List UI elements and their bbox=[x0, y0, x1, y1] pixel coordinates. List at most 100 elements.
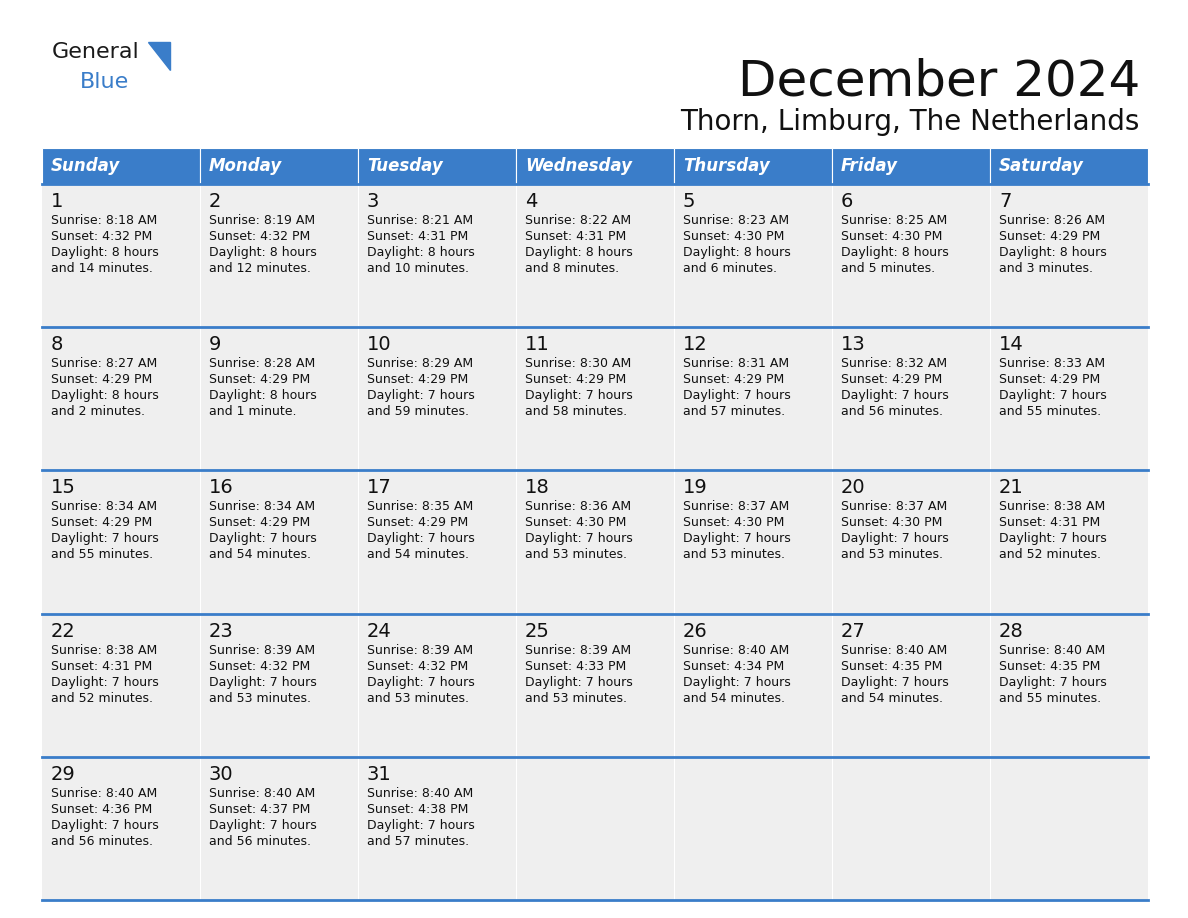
Text: 11: 11 bbox=[525, 335, 550, 354]
Bar bbox=[674, 470, 832, 613]
Text: Sunset: 4:30 PM: Sunset: 4:30 PM bbox=[683, 517, 784, 530]
Text: 8: 8 bbox=[51, 335, 63, 354]
Bar bbox=[516, 470, 674, 613]
Text: and 12 minutes.: and 12 minutes. bbox=[209, 262, 311, 275]
Bar bbox=[42, 756, 200, 900]
Text: 24: 24 bbox=[367, 621, 392, 641]
Text: Sunset: 4:29 PM: Sunset: 4:29 PM bbox=[367, 374, 468, 386]
Bar bbox=[832, 756, 990, 900]
Text: Sunrise: 8:40 AM: Sunrise: 8:40 AM bbox=[841, 644, 947, 656]
Text: 31: 31 bbox=[367, 765, 392, 784]
Bar bbox=[516, 756, 674, 900]
Text: Monday: Monday bbox=[209, 157, 283, 175]
Text: Sunset: 4:31 PM: Sunset: 4:31 PM bbox=[367, 230, 468, 243]
Text: and 57 minutes.: and 57 minutes. bbox=[367, 834, 469, 848]
Text: 10: 10 bbox=[367, 335, 392, 354]
Text: Sunrise: 8:37 AM: Sunrise: 8:37 AM bbox=[841, 500, 947, 513]
Text: Sunset: 4:29 PM: Sunset: 4:29 PM bbox=[999, 374, 1100, 386]
Text: 23: 23 bbox=[209, 621, 234, 641]
Text: 5: 5 bbox=[683, 192, 695, 211]
Text: Daylight: 7 hours: Daylight: 7 hours bbox=[999, 389, 1107, 402]
Text: 13: 13 bbox=[841, 335, 866, 354]
Bar bbox=[674, 327, 832, 470]
Bar bbox=[42, 184, 200, 327]
Text: Tuesday: Tuesday bbox=[367, 157, 443, 175]
Text: Daylight: 7 hours: Daylight: 7 hours bbox=[999, 532, 1107, 545]
Bar bbox=[516, 148, 674, 184]
Text: 6: 6 bbox=[841, 192, 853, 211]
Text: Sunrise: 8:32 AM: Sunrise: 8:32 AM bbox=[841, 357, 947, 370]
Bar bbox=[358, 470, 516, 613]
Text: December 2024: December 2024 bbox=[738, 58, 1140, 106]
Text: 14: 14 bbox=[999, 335, 1024, 354]
Text: General: General bbox=[52, 42, 140, 62]
Bar bbox=[674, 184, 832, 327]
Text: Sunrise: 8:37 AM: Sunrise: 8:37 AM bbox=[683, 500, 789, 513]
Text: Daylight: 7 hours: Daylight: 7 hours bbox=[209, 819, 317, 832]
Text: Sunrise: 8:33 AM: Sunrise: 8:33 AM bbox=[999, 357, 1105, 370]
Bar bbox=[358, 184, 516, 327]
Text: Daylight: 7 hours: Daylight: 7 hours bbox=[367, 532, 475, 545]
Text: and 53 minutes.: and 53 minutes. bbox=[841, 548, 943, 562]
Text: Daylight: 8 hours: Daylight: 8 hours bbox=[525, 246, 633, 259]
Text: Sunset: 4:30 PM: Sunset: 4:30 PM bbox=[841, 230, 942, 243]
Text: Daylight: 8 hours: Daylight: 8 hours bbox=[841, 246, 949, 259]
Text: Sunset: 4:35 PM: Sunset: 4:35 PM bbox=[841, 660, 942, 673]
Text: Daylight: 7 hours: Daylight: 7 hours bbox=[367, 389, 475, 402]
Text: and 1 minute.: and 1 minute. bbox=[209, 405, 297, 419]
Text: Daylight: 7 hours: Daylight: 7 hours bbox=[51, 532, 159, 545]
Bar bbox=[990, 184, 1148, 327]
Text: Daylight: 7 hours: Daylight: 7 hours bbox=[525, 389, 633, 402]
Text: Sunset: 4:32 PM: Sunset: 4:32 PM bbox=[209, 660, 310, 673]
Text: Blue: Blue bbox=[80, 72, 129, 92]
Text: 9: 9 bbox=[209, 335, 221, 354]
Text: Sunrise: 8:27 AM: Sunrise: 8:27 AM bbox=[51, 357, 157, 370]
Bar bbox=[200, 470, 358, 613]
Text: 22: 22 bbox=[51, 621, 76, 641]
Text: Sunday: Sunday bbox=[51, 157, 120, 175]
Text: Daylight: 8 hours: Daylight: 8 hours bbox=[367, 246, 475, 259]
Text: and 56 minutes.: and 56 minutes. bbox=[51, 834, 153, 848]
Text: Thursday: Thursday bbox=[683, 157, 770, 175]
Text: Sunset: 4:29 PM: Sunset: 4:29 PM bbox=[51, 517, 152, 530]
Text: Sunrise: 8:36 AM: Sunrise: 8:36 AM bbox=[525, 500, 631, 513]
Text: Sunrise: 8:40 AM: Sunrise: 8:40 AM bbox=[999, 644, 1105, 656]
Text: Saturday: Saturday bbox=[999, 157, 1083, 175]
Bar bbox=[832, 327, 990, 470]
Text: Sunset: 4:29 PM: Sunset: 4:29 PM bbox=[209, 517, 310, 530]
Bar bbox=[516, 613, 674, 756]
Text: Sunset: 4:30 PM: Sunset: 4:30 PM bbox=[525, 517, 626, 530]
Bar bbox=[990, 327, 1148, 470]
Bar bbox=[42, 327, 200, 470]
Text: Daylight: 8 hours: Daylight: 8 hours bbox=[209, 389, 317, 402]
Text: Daylight: 8 hours: Daylight: 8 hours bbox=[999, 246, 1107, 259]
Bar bbox=[358, 613, 516, 756]
Bar bbox=[200, 148, 358, 184]
Text: Sunrise: 8:30 AM: Sunrise: 8:30 AM bbox=[525, 357, 631, 370]
Text: 30: 30 bbox=[209, 765, 234, 784]
Text: 28: 28 bbox=[999, 621, 1024, 641]
Bar bbox=[674, 756, 832, 900]
Bar bbox=[832, 613, 990, 756]
Text: 20: 20 bbox=[841, 478, 866, 498]
Text: and 53 minutes.: and 53 minutes. bbox=[525, 548, 627, 562]
Text: and 55 minutes.: and 55 minutes. bbox=[51, 548, 153, 562]
Text: Sunrise: 8:31 AM: Sunrise: 8:31 AM bbox=[683, 357, 789, 370]
Text: Sunrise: 8:22 AM: Sunrise: 8:22 AM bbox=[525, 214, 631, 227]
Text: and 59 minutes.: and 59 minutes. bbox=[367, 405, 469, 419]
Text: Daylight: 7 hours: Daylight: 7 hours bbox=[683, 389, 791, 402]
Text: Sunset: 4:29 PM: Sunset: 4:29 PM bbox=[525, 374, 626, 386]
Text: Sunset: 4:32 PM: Sunset: 4:32 PM bbox=[209, 230, 310, 243]
Bar bbox=[200, 756, 358, 900]
Text: and 2 minutes.: and 2 minutes. bbox=[51, 405, 145, 419]
Text: Daylight: 7 hours: Daylight: 7 hours bbox=[367, 819, 475, 832]
Text: 16: 16 bbox=[209, 478, 234, 498]
Text: Daylight: 7 hours: Daylight: 7 hours bbox=[841, 389, 949, 402]
Text: 19: 19 bbox=[683, 478, 708, 498]
Text: and 55 minutes.: and 55 minutes. bbox=[999, 691, 1101, 705]
Text: 29: 29 bbox=[51, 765, 76, 784]
Text: Sunrise: 8:39 AM: Sunrise: 8:39 AM bbox=[209, 644, 315, 656]
Text: 18: 18 bbox=[525, 478, 550, 498]
Text: Daylight: 7 hours: Daylight: 7 hours bbox=[841, 532, 949, 545]
Text: Sunrise: 8:19 AM: Sunrise: 8:19 AM bbox=[209, 214, 315, 227]
